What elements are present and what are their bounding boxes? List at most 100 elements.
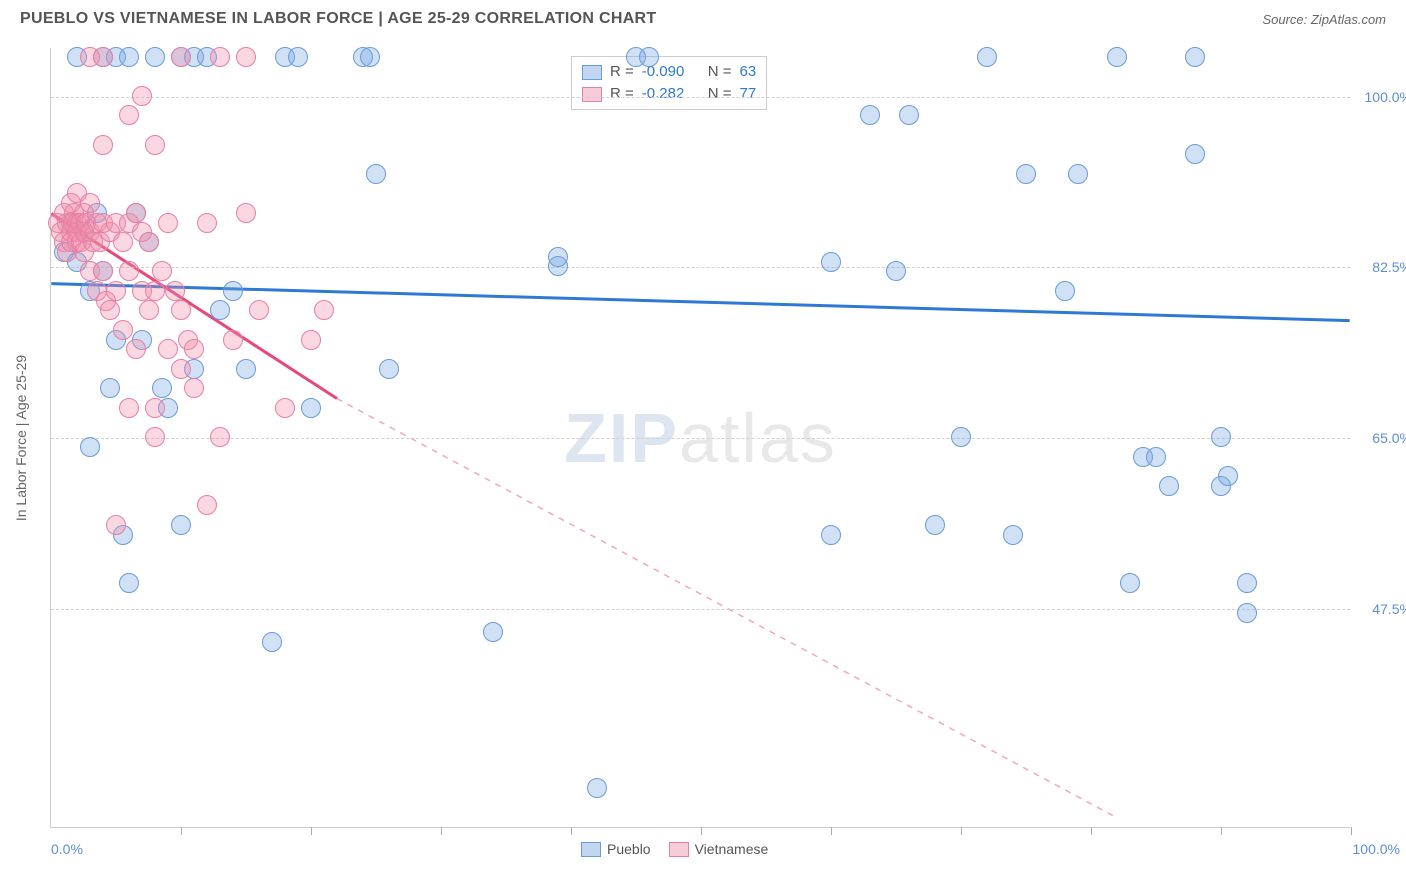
- scatter-point: [93, 47, 113, 67]
- yaxis-title: In Labor Force | Age 25-29: [13, 354, 29, 520]
- scatter-point: [210, 47, 230, 67]
- xaxis-label-max: 100.0%: [1353, 841, 1400, 857]
- scatter-point: [1211, 427, 1231, 447]
- xtick: [1221, 827, 1222, 835]
- scatter-point: [93, 261, 113, 281]
- legend-n-label: N =: [708, 61, 732, 83]
- scatter-point: [262, 632, 282, 652]
- scatter-point: [197, 495, 217, 515]
- ytick-label: 47.5%: [1357, 601, 1406, 617]
- scatter-point: [171, 515, 191, 535]
- scatter-point: [860, 105, 880, 125]
- scatter-point: [106, 281, 126, 301]
- scatter-point: [132, 86, 152, 106]
- scatter-point: [1016, 164, 1036, 184]
- xtick: [1091, 827, 1092, 835]
- scatter-point: [184, 339, 204, 359]
- xtick: [441, 827, 442, 835]
- scatter-point: [223, 281, 243, 301]
- scatter-point: [483, 622, 503, 642]
- scatter-point: [301, 330, 321, 350]
- ytick-label: 65.0%: [1357, 430, 1406, 446]
- xtick: [571, 827, 572, 835]
- scatter-point: [100, 300, 120, 320]
- scatter-point: [210, 300, 230, 320]
- scatter-point: [821, 525, 841, 545]
- xtick: [1351, 827, 1352, 835]
- scatter-point: [145, 135, 165, 155]
- scatter-point: [275, 398, 295, 418]
- scatter-point: [236, 47, 256, 67]
- scatter-point: [171, 47, 191, 67]
- scatter-point: [1107, 47, 1127, 67]
- scatter-point: [821, 252, 841, 272]
- legend-swatch: [581, 842, 601, 857]
- scatter-point: [119, 398, 139, 418]
- scatter-point: [548, 247, 568, 267]
- scatter-point: [210, 427, 230, 447]
- legend-series-label: Vietnamese: [695, 841, 769, 857]
- legend-series-label: Pueblo: [607, 841, 651, 857]
- source-label: Source: ZipAtlas.com: [1262, 12, 1386, 27]
- scatter-point: [1055, 281, 1075, 301]
- xtick: [701, 827, 702, 835]
- scatter-point: [100, 378, 120, 398]
- scatter-point: [1185, 47, 1205, 67]
- scatter-point: [236, 359, 256, 379]
- chart-title: PUEBLO VS VIETNAMESE IN LABOR FORCE | AG…: [20, 10, 656, 28]
- scatter-point: [171, 300, 191, 320]
- scatter-point: [1120, 573, 1140, 593]
- scatter-point: [171, 359, 191, 379]
- scatter-point: [197, 213, 217, 233]
- legend-swatch: [582, 87, 602, 102]
- scatter-point: [236, 203, 256, 223]
- scatter-point: [366, 164, 386, 184]
- scatter-point: [1068, 164, 1088, 184]
- legend-swatch: [669, 842, 689, 857]
- gridline: [51, 609, 1350, 610]
- scatter-point: [1237, 603, 1257, 623]
- legend-series: Pueblo Vietnamese: [581, 841, 768, 857]
- chart-area: ZIPatlas In Labor Force | Age 25-29 0.0%…: [50, 48, 1350, 828]
- scatter-point: [158, 213, 178, 233]
- legend-r-value: -0.282: [642, 83, 700, 105]
- scatter-point: [360, 47, 380, 67]
- scatter-point: [152, 378, 172, 398]
- gridline: [51, 438, 1350, 439]
- xtick: [181, 827, 182, 835]
- scatter-point: [119, 573, 139, 593]
- legend-r-label: R =: [610, 83, 634, 105]
- scatter-point: [126, 203, 146, 223]
- scatter-point: [1218, 466, 1238, 486]
- scatter-point: [113, 232, 133, 252]
- scatter-point: [119, 47, 139, 67]
- scatter-point: [126, 339, 146, 359]
- scatter-point: [1185, 144, 1205, 164]
- scatter-point: [379, 359, 399, 379]
- ytick-label: 100.0%: [1357, 89, 1406, 105]
- scatter-point: [93, 135, 113, 155]
- xtick: [961, 827, 962, 835]
- legend-n-value: 77: [740, 83, 757, 105]
- scatter-point: [165, 281, 185, 301]
- scatter-point: [1237, 573, 1257, 593]
- scatter-point: [145, 398, 165, 418]
- scatter-point: [145, 281, 165, 301]
- legend-swatch: [582, 65, 602, 80]
- scatter-point: [158, 339, 178, 359]
- scatter-point: [925, 515, 945, 535]
- scatter-point: [80, 437, 100, 457]
- scatter-point: [139, 232, 159, 252]
- scatter-point: [184, 378, 204, 398]
- scatter-point: [951, 427, 971, 447]
- scatter-point: [145, 427, 165, 447]
- scatter-point: [314, 300, 334, 320]
- scatter-point: [139, 300, 159, 320]
- xaxis-label-min: 0.0%: [51, 841, 83, 857]
- gridline: [51, 97, 1350, 98]
- legend-n-value: 63: [740, 61, 757, 83]
- scatter-point: [145, 47, 165, 67]
- scatter-point: [249, 300, 269, 320]
- scatter-point: [1003, 525, 1023, 545]
- legend-n-label: N =: [708, 83, 732, 105]
